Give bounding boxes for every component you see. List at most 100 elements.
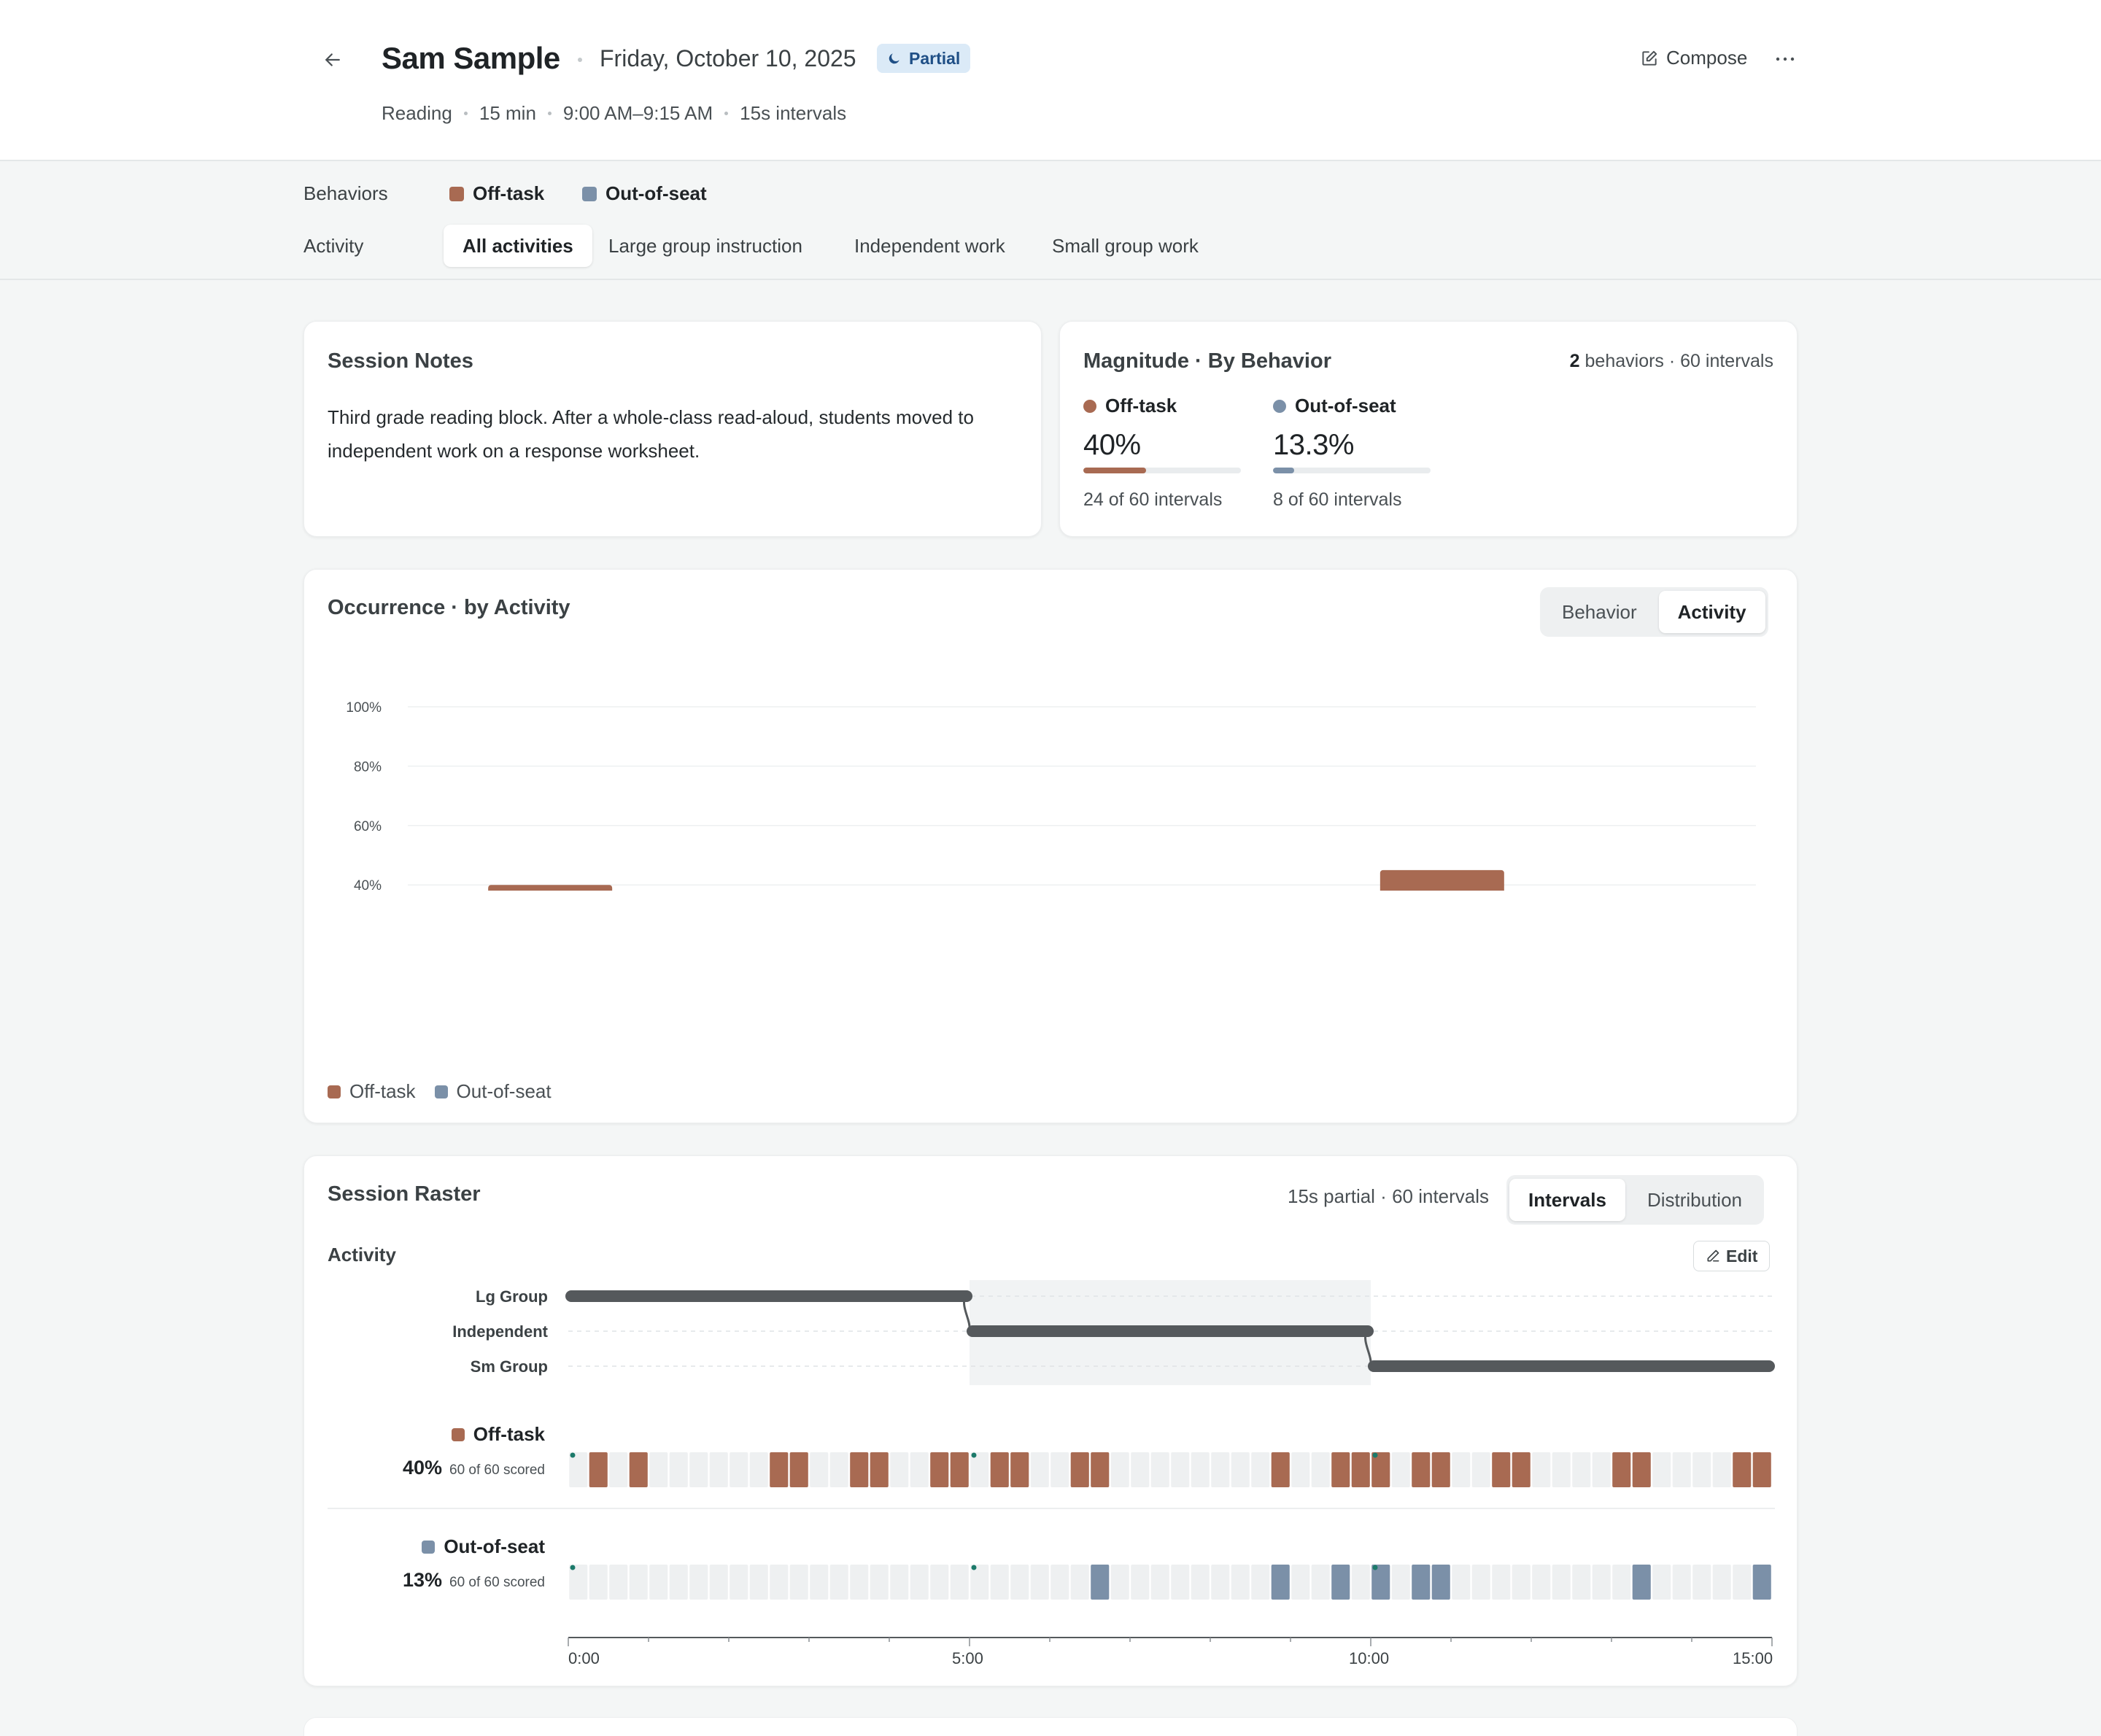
interval-cell: [1592, 1452, 1611, 1487]
interval-cell-marked: [1331, 1565, 1350, 1600]
interval-cell: [609, 1452, 628, 1487]
more-options-button[interactable]: [1773, 47, 1798, 71]
interval-cell: [770, 1565, 789, 1600]
interval-cell: [1211, 1565, 1230, 1600]
interval-cell: [1291, 1565, 1310, 1600]
toggle-intervals[interactable]: Intervals: [1509, 1179, 1625, 1221]
interval-cell: [1652, 1565, 1671, 1600]
interval-cell-marked: [1091, 1452, 1110, 1487]
interval-cell-marked: [1632, 1565, 1651, 1600]
interval-cell: [1471, 1452, 1490, 1487]
back-button[interactable]: [318, 45, 347, 74]
magnitude-intervals: 24 of 60 intervals: [1083, 489, 1223, 510]
interval-cell: [1070, 1565, 1089, 1600]
interval-cell: [910, 1565, 929, 1600]
session-header: Sam Sample Friday, October 10, 2025 Part…: [0, 0, 2101, 161]
raster-view-toggle: Intervals Distribution: [1506, 1175, 1765, 1225]
interval-cell: [749, 1565, 768, 1600]
interval-cell-marked: [1271, 1452, 1290, 1487]
legend-out-of-seat: Out-of-seat: [456, 1080, 552, 1102]
interval-cell-marked: [1412, 1565, 1431, 1600]
activity-pill-small-group[interactable]: Small group work: [1052, 234, 1199, 257]
interval-cell: [990, 1565, 1009, 1600]
interval-cell: [1712, 1565, 1731, 1600]
behavior-filter-label: Out-of-seat: [605, 182, 707, 204]
toggle-distribution[interactable]: Distribution: [1647, 1188, 1743, 1211]
interval-cell: [1471, 1565, 1490, 1600]
off-task-swatch: [451, 1427, 465, 1441]
interval-cell: [1712, 1452, 1731, 1487]
interval-cell: [709, 1565, 728, 1600]
interval-cell-marked: [850, 1452, 869, 1487]
edit-activity-button[interactable]: Edit: [1693, 1241, 1771, 1271]
axis-label-10min: 10:00: [1349, 1649, 1390, 1667]
magnitude-off-task: Off-task 40% 24 of 60 intervals: [1083, 395, 1258, 511]
activity-pill-all[interactable]: All activities: [444, 225, 592, 267]
bar-off-task-lg-group: [488, 885, 613, 891]
magnitude-bar-fill: [1083, 468, 1147, 473]
toggle-behavior[interactable]: Behavior: [1562, 600, 1637, 623]
session-raster-plot: [565, 1280, 1775, 1646]
interval-cell-marked: [1070, 1452, 1089, 1487]
interval-cell: [1050, 1452, 1069, 1487]
interval-cell: [1030, 1565, 1049, 1600]
interval-cell: [850, 1565, 869, 1600]
y-tick-label: 80%: [354, 759, 382, 775]
interval-cell-marked: [870, 1452, 889, 1487]
interval-cell: [1572, 1565, 1591, 1600]
interval-cell-marked: [1371, 1565, 1390, 1600]
interval-cell-marked: [789, 1452, 808, 1487]
interval-note-dot: [971, 1452, 977, 1458]
interval-cell: [749, 1452, 768, 1487]
behavior-filter-off-task[interactable]: Off-task: [449, 182, 544, 205]
interval-cell: [1131, 1452, 1150, 1487]
legend-off-task-swatch: [328, 1085, 341, 1098]
interval-cell: [1171, 1565, 1190, 1600]
legend-off-task: Off-task: [349, 1080, 416, 1102]
raster-behavior-pct: 40%: [402, 1457, 443, 1479]
raster-behavior-name: Out-of-seat: [444, 1535, 545, 1557]
interval-cell: [970, 1452, 989, 1487]
magnitude-behavior-name: Out-of-seat: [1295, 395, 1396, 416]
interval-cell: [1311, 1565, 1330, 1600]
interval-cell-marked: [1512, 1452, 1531, 1487]
session-notes-title: Session Notes: [328, 349, 473, 373]
session-raster-title: Session Raster: [328, 1182, 481, 1206]
y-tick-label: 60%: [354, 819, 382, 834]
edit-icon: [1642, 50, 1657, 66]
activity-transition: [963, 1295, 971, 1332]
interval-cell: [1131, 1565, 1150, 1600]
interval-cell: [1231, 1452, 1250, 1487]
behavior-filter-out-of-seat[interactable]: Out-of-seat: [582, 182, 707, 205]
interval-cell: [810, 1565, 829, 1600]
interval-cell: [1532, 1452, 1551, 1487]
interval-cell: [1572, 1452, 1591, 1487]
interval-cell: [1150, 1565, 1169, 1600]
session-notes-card: Session Notes Third grade reading block.…: [303, 321, 1042, 537]
interval-cell: [689, 1452, 708, 1487]
interval-cell: [709, 1452, 728, 1487]
interval-note-dot: [1372, 1565, 1378, 1570]
interval-cell-marked: [1492, 1452, 1511, 1487]
interval-cell: [970, 1565, 989, 1600]
interval-cell-marked: [930, 1452, 949, 1487]
activity-pill-large-group[interactable]: Large group instruction: [608, 234, 802, 257]
raster-divider: [328, 1508, 1775, 1509]
magnitude-percent: 13.3%: [1273, 429, 1354, 461]
out-of-seat-dot: [1273, 399, 1286, 413]
behavior-count: 2: [1569, 351, 1580, 371]
toggle-activity[interactable]: Activity: [1658, 591, 1765, 633]
status-badge: Partial: [877, 44, 971, 73]
interval-cell-marked: [1612, 1452, 1631, 1487]
activity-pill-independent[interactable]: Independent work: [854, 234, 1005, 257]
activity-filter-label: Activity: [303, 235, 364, 257]
interval-cell-marked: [1271, 1565, 1290, 1600]
out-of-seat-swatch: [582, 186, 597, 201]
magnitude-out-of-seat: Out-of-seat 13.3% 8 of 60 intervals: [1273, 395, 1448, 511]
interval-cell: [1150, 1452, 1169, 1487]
interval-cell: [1351, 1565, 1370, 1600]
compose-button[interactable]: Compose: [1640, 47, 1747, 69]
interval-cell: [649, 1452, 668, 1487]
activity-row-lg-group: Lg Group: [476, 1287, 548, 1306]
raster-behavior-pct: 13%: [402, 1569, 443, 1591]
